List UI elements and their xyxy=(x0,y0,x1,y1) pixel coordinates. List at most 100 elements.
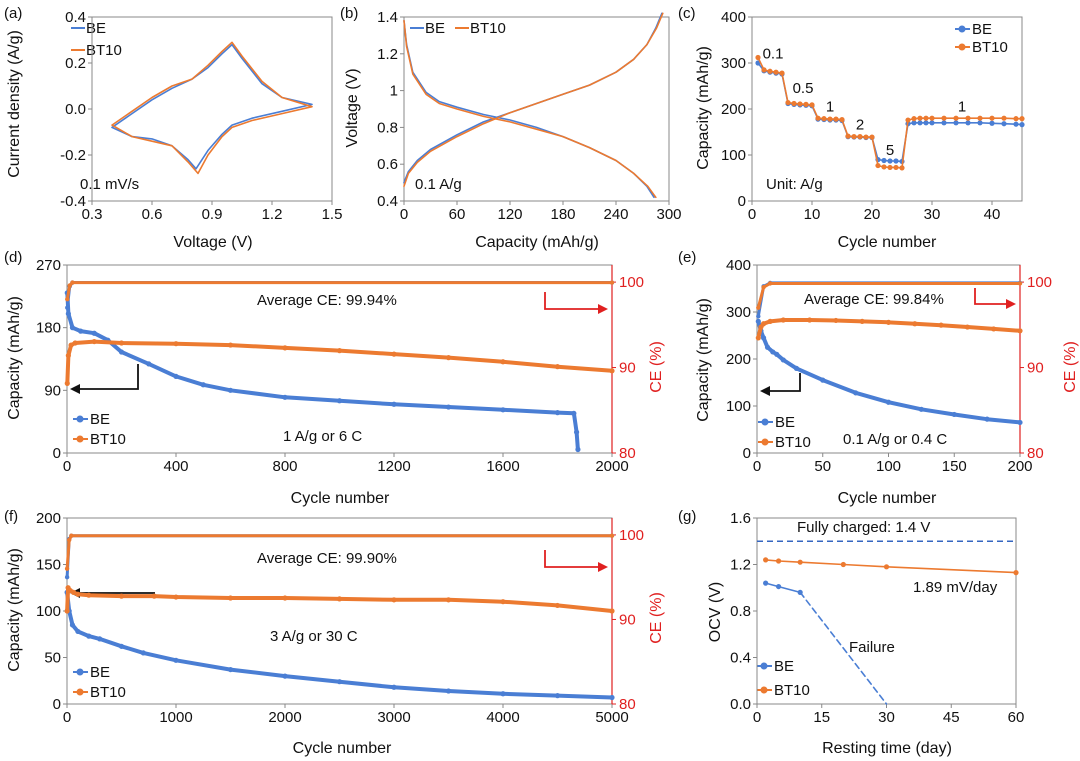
data-point xyxy=(820,377,826,383)
data-point xyxy=(917,120,923,126)
legend-e: BE BT10 xyxy=(758,414,811,451)
y-tick-label: 1.6 xyxy=(730,510,751,527)
y-tick-label: 0 xyxy=(743,445,751,462)
data-point xyxy=(951,411,957,418)
x-tick-label: 0 xyxy=(63,458,71,475)
plot-frame xyxy=(91,16,333,202)
y-tick-label: 100 xyxy=(721,147,746,164)
data-point xyxy=(953,120,959,126)
data-point xyxy=(282,673,288,679)
data-point xyxy=(833,317,839,324)
series-bt10 xyxy=(755,317,1023,341)
series-bt10 xyxy=(763,557,1019,576)
y2label-e: CE (%) xyxy=(1062,341,1079,393)
x-tick-label: 30 xyxy=(878,709,895,726)
data-point xyxy=(336,679,343,685)
y-tick-label: 1.4 xyxy=(377,9,398,26)
plot-b: 0 60 120 180 240 300 0.4 0.6 0.8 1 1.2 1.4 xyxy=(377,9,681,223)
y-tick-label: 90 xyxy=(44,382,61,399)
data-point xyxy=(609,368,615,374)
legend-d: BE BT10 xyxy=(73,411,126,448)
legend-marker-be xyxy=(958,25,966,33)
data-point xyxy=(200,382,206,388)
data-point xyxy=(151,593,157,599)
ylabel-b: Voltage (V) xyxy=(344,68,361,147)
data-point xyxy=(859,318,865,324)
x-tick-label: 180 xyxy=(550,206,575,223)
data-point xyxy=(845,133,851,139)
data-point xyxy=(227,666,234,673)
data-point xyxy=(1017,419,1023,426)
y2-tick-label: 90 xyxy=(619,360,636,377)
panel-e: (e) Capacity (mAh/g) CE (%) Cycle number… xyxy=(678,249,1079,507)
legend-marker-be xyxy=(760,662,768,670)
data-point xyxy=(75,591,81,597)
y-tick-label: 400 xyxy=(726,257,751,274)
x-tick-label: 20 xyxy=(864,206,881,223)
data-point xyxy=(881,164,887,170)
x-tick-label: 1000 xyxy=(159,709,192,726)
data-point xyxy=(809,102,815,108)
series-line-be-failure xyxy=(799,591,888,705)
annotation-b: 0.1 A/g xyxy=(415,176,462,193)
data-point xyxy=(118,593,125,599)
panel-label-f: (f) xyxy=(4,508,18,525)
data-point xyxy=(609,280,615,285)
y2-tick-label: 100 xyxy=(619,274,644,291)
panel-label-g: (g) xyxy=(678,508,696,525)
data-point xyxy=(91,330,97,336)
data-point xyxy=(791,100,797,107)
data-point xyxy=(500,691,506,697)
arrow-capacity-e xyxy=(760,373,801,396)
ylabel-d: Capacity (mAh/g) xyxy=(6,296,23,420)
data-point xyxy=(780,357,786,363)
data-point xyxy=(146,361,152,367)
data-point xyxy=(118,643,125,649)
data-point xyxy=(885,319,892,325)
data-point xyxy=(227,595,234,601)
data-point xyxy=(69,533,74,538)
plot-frame xyxy=(756,517,1017,705)
x-tick-label: 0 xyxy=(753,709,761,726)
series-line-be-charge xyxy=(403,12,663,184)
data-point xyxy=(833,116,839,122)
annotation-g-full: Fully charged: 1.4 V xyxy=(797,519,930,536)
legend-c: BE BT10 xyxy=(955,21,1008,56)
y-tick-label: 100 xyxy=(36,603,61,620)
series-bt10-discharge xyxy=(403,19,657,199)
data-point xyxy=(929,115,935,121)
data-point xyxy=(65,296,70,302)
data-point xyxy=(1001,121,1007,127)
y-tick-label: 200 xyxy=(36,510,61,527)
data-point xyxy=(899,165,905,171)
xlabel-g: Resting time (day) xyxy=(822,740,952,757)
series-be xyxy=(755,318,1023,426)
data-point xyxy=(1019,116,1025,122)
data-point xyxy=(1013,121,1019,127)
ylabel-g: OCV (V) xyxy=(707,582,724,642)
x-tick-label: 0.6 xyxy=(142,206,163,223)
data-point xyxy=(964,324,971,330)
y2label-f: CE (%) xyxy=(648,592,665,644)
y-tick-label: -0.2 xyxy=(60,147,86,164)
data-point xyxy=(70,280,75,285)
data-point xyxy=(391,597,397,603)
plot-g: 0 15 30 45 60 0.0 0.4 0.8 1.2 1.6 xyxy=(730,510,1024,726)
x-tick-label: 45 xyxy=(943,709,960,726)
legend-label-be: BE xyxy=(972,21,992,38)
data-point xyxy=(763,580,769,586)
y-tick-label: 400 xyxy=(721,9,746,26)
series-be-discharge xyxy=(403,19,655,199)
data-point xyxy=(984,416,990,422)
x-tick-label: 2000 xyxy=(595,458,628,475)
xlabel-c: Cycle number xyxy=(838,234,937,251)
legend-label-bt10: BT10 xyxy=(90,431,126,448)
data-point xyxy=(869,134,875,140)
series-bt10 xyxy=(64,338,615,386)
data-point xyxy=(69,622,76,628)
y-tick-label: 1.2 xyxy=(730,557,751,574)
legend-b: BE BT10 xyxy=(410,20,506,37)
x-tick-label: 100 xyxy=(876,458,901,475)
x-tick-label: 60 xyxy=(449,206,466,223)
